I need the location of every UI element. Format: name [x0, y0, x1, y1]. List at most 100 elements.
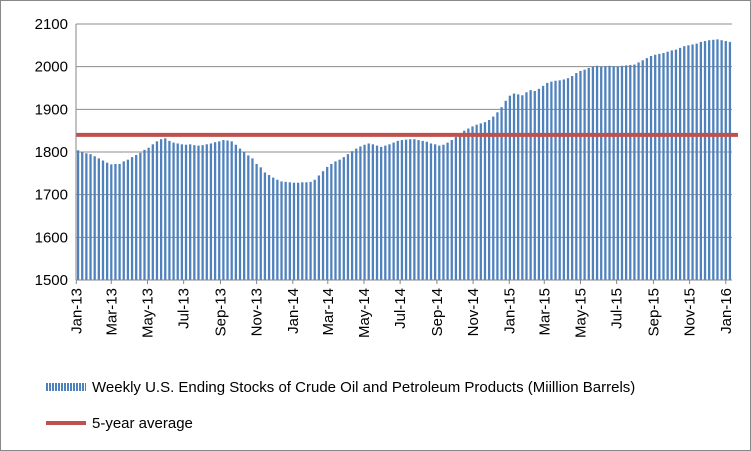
- bar: [496, 112, 499, 280]
- bar: [554, 80, 557, 280]
- bar: [450, 140, 453, 280]
- bar: [355, 148, 358, 280]
- bar: [176, 143, 179, 280]
- bar: [226, 140, 229, 280]
- bar: [429, 143, 433, 280]
- bar: [608, 65, 611, 281]
- x-tick-label: Jan-14: [285, 288, 302, 334]
- x-tick-label: Mar-13: [103, 288, 120, 336]
- bar: [81, 152, 84, 280]
- x-tick-label: Mar-14: [320, 288, 337, 336]
- bar: [708, 40, 711, 280]
- y-tick-label: 2100: [35, 16, 68, 33]
- bar: [678, 47, 682, 280]
- bar: [367, 143, 370, 280]
- bar: [222, 140, 225, 280]
- bar: [649, 56, 653, 280]
- legend-label-average: 5-year average: [92, 414, 193, 432]
- bar: [89, 154, 92, 280]
- bar: [193, 145, 196, 280]
- bar: [458, 134, 462, 280]
- bar: [301, 182, 304, 280]
- bar: [695, 43, 698, 281]
- bar: [529, 90, 532, 280]
- y-tick-labels: 1500 1600 1700 1800 1900 2000 2100: [35, 16, 68, 289]
- bar: [504, 100, 507, 280]
- bar: [566, 78, 570, 280]
- bar: [105, 162, 109, 280]
- bar: [76, 150, 80, 280]
- bar: [670, 50, 673, 280]
- bar: [629, 64, 632, 281]
- x-tick-label: Jan-16: [718, 288, 735, 334]
- bar: [683, 46, 686, 280]
- bar: [292, 182, 296, 280]
- bar: [350, 151, 354, 280]
- x-tick-label: Nov-13: [249, 288, 266, 336]
- bar: [612, 66, 615, 281]
- bar: [259, 167, 262, 280]
- bar: [338, 159, 341, 280]
- bar: [691, 44, 694, 281]
- bar: [143, 149, 146, 280]
- bar: [155, 141, 159, 280]
- legend-swatch-line: [46, 421, 86, 425]
- bar: [334, 161, 337, 280]
- bar: [359, 146, 362, 280]
- x-tick-label: Jul-13: [176, 288, 193, 329]
- bar: [637, 62, 640, 281]
- bar: [168, 140, 171, 280]
- bar: [521, 95, 524, 281]
- bar: [442, 144, 445, 280]
- bar: [197, 145, 200, 280]
- bar: [508, 95, 512, 281]
- bar: [421, 140, 424, 280]
- bar: [475, 124, 478, 281]
- bar: [110, 164, 113, 280]
- bar: [699, 41, 703, 280]
- x-tick-label: Jan-15: [501, 288, 518, 334]
- bar: [126, 159, 130, 280]
- bar: [471, 126, 474, 281]
- bar: [272, 177, 275, 280]
- bar: [666, 51, 669, 280]
- y-tick-label: 1600: [35, 229, 68, 246]
- bar: [159, 139, 163, 280]
- bar: [371, 144, 375, 280]
- bar: [234, 144, 237, 280]
- bar: [479, 123, 482, 280]
- bar: [180, 144, 184, 280]
- bar: [541, 85, 545, 280]
- bar: [546, 82, 549, 280]
- bar: [263, 172, 267, 280]
- bar: [317, 175, 321, 280]
- y-tick-label: 1800: [35, 144, 68, 161]
- bar: [388, 144, 391, 280]
- y-tick-label: 2000: [35, 59, 68, 76]
- bar: [326, 166, 329, 280]
- bar: [396, 140, 399, 280]
- bar: [728, 41, 732, 280]
- y-tick-label: 1700: [35, 187, 68, 204]
- bar: [533, 90, 536, 280]
- bar: [500, 107, 503, 280]
- bar: [147, 147, 150, 280]
- bar: [267, 175, 271, 280]
- bar: [218, 141, 221, 280]
- bar: [172, 142, 175, 280]
- bar: [658, 53, 661, 280]
- bar: [400, 140, 404, 280]
- bar: [662, 53, 665, 280]
- bar: [654, 54, 657, 280]
- bar: [305, 182, 308, 280]
- y-tick-label: 1900: [35, 101, 68, 118]
- bar: [487, 120, 491, 280]
- bar: [587, 67, 590, 281]
- bar: [230, 141, 233, 280]
- bar: [93, 156, 96, 280]
- bar: [280, 181, 283, 280]
- bar: [213, 142, 217, 280]
- bar: [238, 148, 242, 280]
- bar: [433, 144, 437, 280]
- bar: [284, 181, 287, 280]
